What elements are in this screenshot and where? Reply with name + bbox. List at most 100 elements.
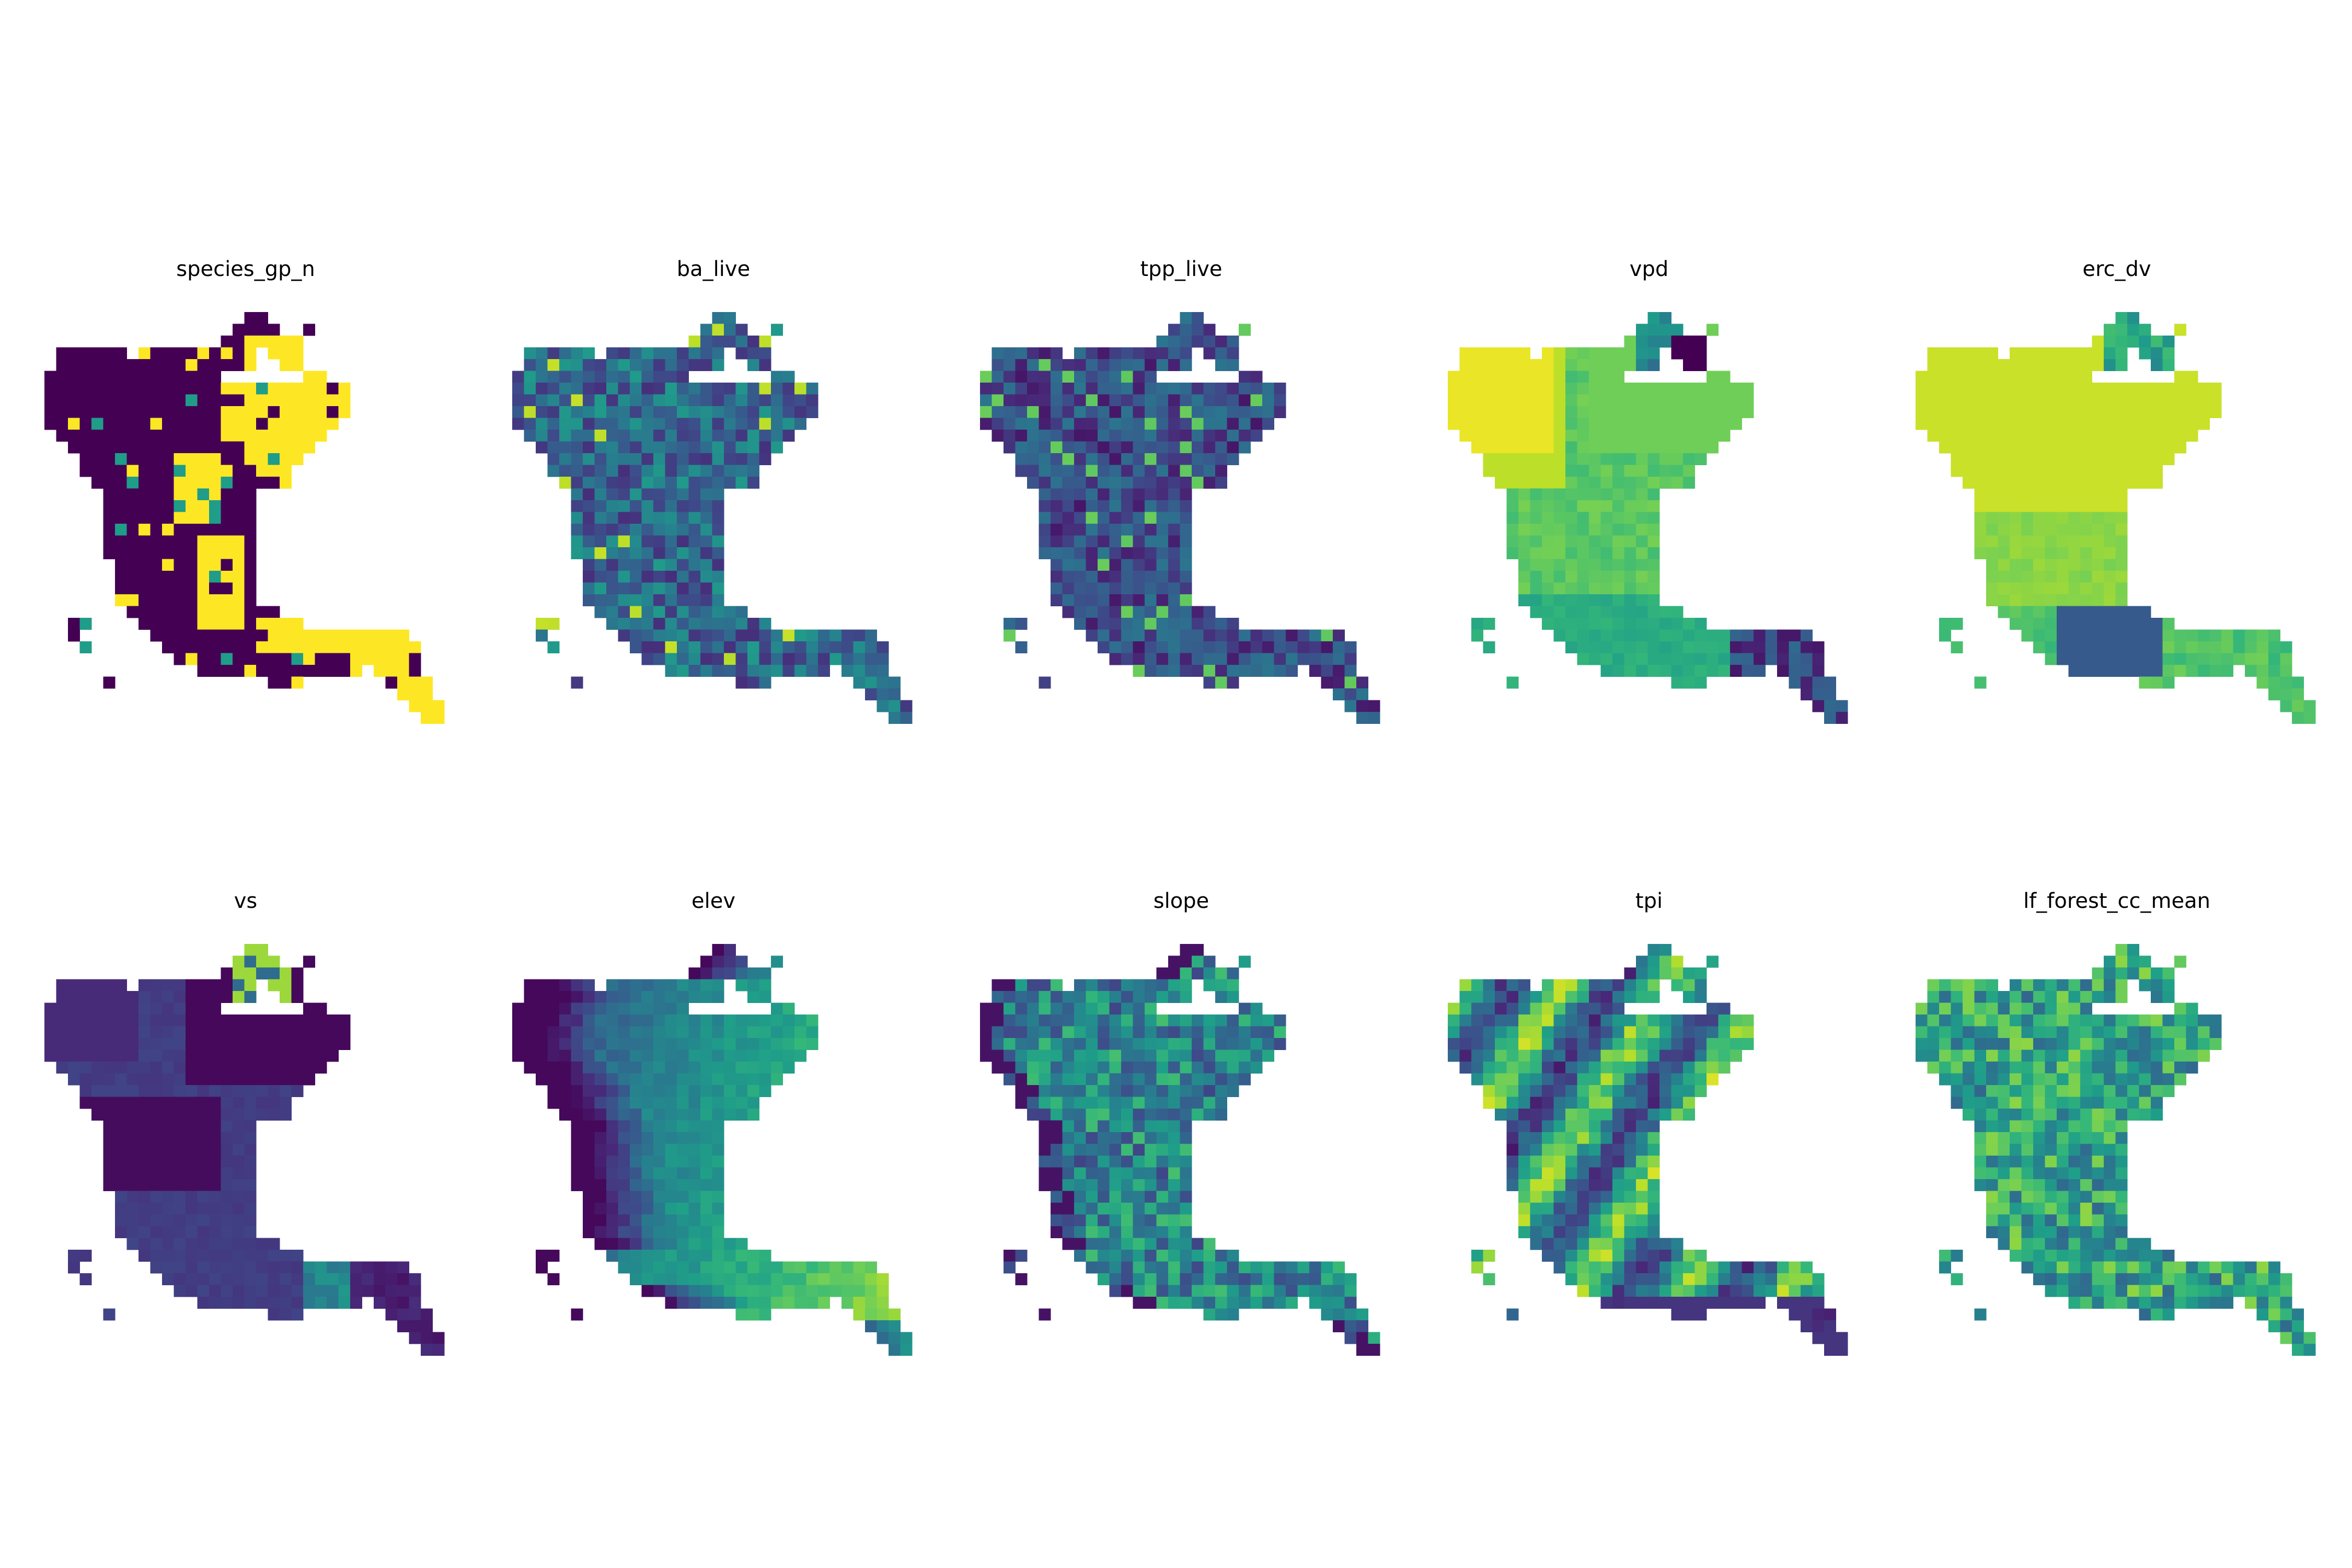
heatmap-cell xyxy=(2080,394,2093,407)
heatmap-cell xyxy=(2045,594,2057,607)
heatmap-cell xyxy=(327,418,339,430)
heatmap-cell xyxy=(1121,1097,1134,1109)
heatmap-cell xyxy=(2162,618,2175,630)
heatmap-cell xyxy=(315,430,327,442)
heatmap-cell xyxy=(1518,1132,1531,1145)
heatmap-cell xyxy=(1250,406,1263,419)
heatmap-cell xyxy=(2080,582,2093,595)
heatmap-cell xyxy=(1062,1085,1075,1098)
heatmap-cell xyxy=(150,547,163,560)
heatmap-cell xyxy=(1062,383,1075,395)
heatmap-cell xyxy=(1939,629,1952,642)
heatmap-cell xyxy=(139,488,151,501)
heatmap-cell xyxy=(1039,383,1051,395)
heatmap-cell xyxy=(233,571,245,583)
heatmap-cell xyxy=(1074,371,1087,383)
heatmap-cell xyxy=(1192,1297,1204,1309)
heatmap-cell xyxy=(409,1332,421,1344)
heatmap-cell xyxy=(1963,359,1975,372)
heatmap-cell xyxy=(1098,430,1110,442)
heatmap-cell xyxy=(1074,1226,1087,1239)
heatmap-cell xyxy=(291,1085,304,1098)
heatmap-cell xyxy=(244,641,257,654)
heatmap-cell xyxy=(1636,535,1648,548)
heatmap-cell xyxy=(244,453,257,466)
heatmap-cell xyxy=(1168,1097,1181,1109)
heatmap-cell xyxy=(559,359,572,372)
heatmap-cell xyxy=(1180,991,1192,1004)
heatmap-cell xyxy=(688,641,701,654)
heatmap-cell xyxy=(782,1014,795,1027)
heatmap-cell xyxy=(1239,1014,1251,1027)
heatmap-cell xyxy=(724,944,736,956)
heatmap-cell xyxy=(2033,1085,2046,1098)
heatmap-cell xyxy=(1624,488,1636,501)
heatmap-cell xyxy=(724,1109,736,1121)
heatmap-cell xyxy=(2092,512,2104,524)
heatmap-cell xyxy=(1274,665,1286,677)
heatmap-cell xyxy=(618,383,630,395)
heatmap-cell xyxy=(1612,1120,1625,1133)
heatmap-cell xyxy=(2033,1050,2046,1062)
heatmap-cell xyxy=(1565,641,1578,654)
heatmap-cell xyxy=(618,371,630,383)
heatmap-cell xyxy=(1659,324,1672,336)
heatmap-cell xyxy=(2068,1073,2081,1086)
heatmap-cell xyxy=(1121,1132,1134,1145)
heatmap-cell xyxy=(374,641,386,654)
heatmap-cell xyxy=(1074,1038,1087,1051)
heatmap-cell xyxy=(1274,629,1286,642)
heatmap-cell xyxy=(2021,1085,2034,1098)
heatmap-cell xyxy=(641,1261,654,1274)
heatmap-cell xyxy=(1495,1097,1507,1109)
heatmap-cell xyxy=(1227,991,1239,1004)
heatmap-cell xyxy=(1998,512,2010,524)
heatmap-cell xyxy=(2115,571,2128,583)
heatmap-cell xyxy=(126,559,139,571)
heatmap-cell xyxy=(221,1297,233,1309)
heatmap-cell xyxy=(1180,324,1192,336)
heatmap-cell xyxy=(1659,1026,1672,1039)
heatmap-cell xyxy=(547,465,560,477)
heatmap-cell xyxy=(700,1073,713,1086)
heatmap-cell xyxy=(2174,1038,2187,1051)
heatmap-cell xyxy=(1203,1297,1216,1309)
heatmap-cell xyxy=(221,547,233,560)
heatmap-cell xyxy=(2115,441,2128,454)
heatmap-cell xyxy=(150,1203,163,1215)
heatmap-cell xyxy=(1203,383,1216,395)
heatmap-cell xyxy=(197,1062,210,1074)
heatmap-cell xyxy=(653,1109,666,1121)
heatmap-cell xyxy=(1448,394,1460,407)
heatmap-cell xyxy=(2068,512,2081,524)
heatmap-cell xyxy=(547,1273,560,1286)
heatmap-cell xyxy=(174,1120,186,1133)
heatmap-cell xyxy=(1215,991,1228,1004)
heatmap-cell xyxy=(618,1226,630,1239)
heatmap-cell xyxy=(1086,524,1098,536)
heatmap-cell xyxy=(162,477,175,489)
heatmap-cell xyxy=(1998,1062,2010,1074)
heatmap-cell xyxy=(1589,524,1601,536)
heatmap-cell xyxy=(291,1038,304,1051)
heatmap-cell xyxy=(1121,488,1134,501)
heatmap-cell xyxy=(712,336,724,348)
heatmap-cell xyxy=(677,418,689,430)
heatmap-cell xyxy=(1180,967,1192,980)
heatmap-cell xyxy=(1156,653,1169,665)
heatmap-cell xyxy=(1998,524,2010,536)
heatmap-cell xyxy=(186,1014,198,1027)
heatmap-cell xyxy=(1707,1002,1719,1015)
heatmap-cell xyxy=(1542,1085,1554,1098)
heatmap-cell xyxy=(1086,430,1098,442)
heatmap-cell xyxy=(139,1109,151,1121)
panel-title: vpd xyxy=(1630,257,1668,281)
heatmap-cell xyxy=(677,1297,689,1309)
heatmap-cell xyxy=(618,1050,630,1062)
heatmap-cell xyxy=(1459,1050,1472,1062)
heatmap-cell xyxy=(1812,688,1825,701)
heatmap-cell xyxy=(1062,582,1075,595)
heatmap-cell xyxy=(1624,512,1636,524)
heatmap-cell xyxy=(115,524,128,536)
heatmap-cell xyxy=(2092,606,2104,618)
